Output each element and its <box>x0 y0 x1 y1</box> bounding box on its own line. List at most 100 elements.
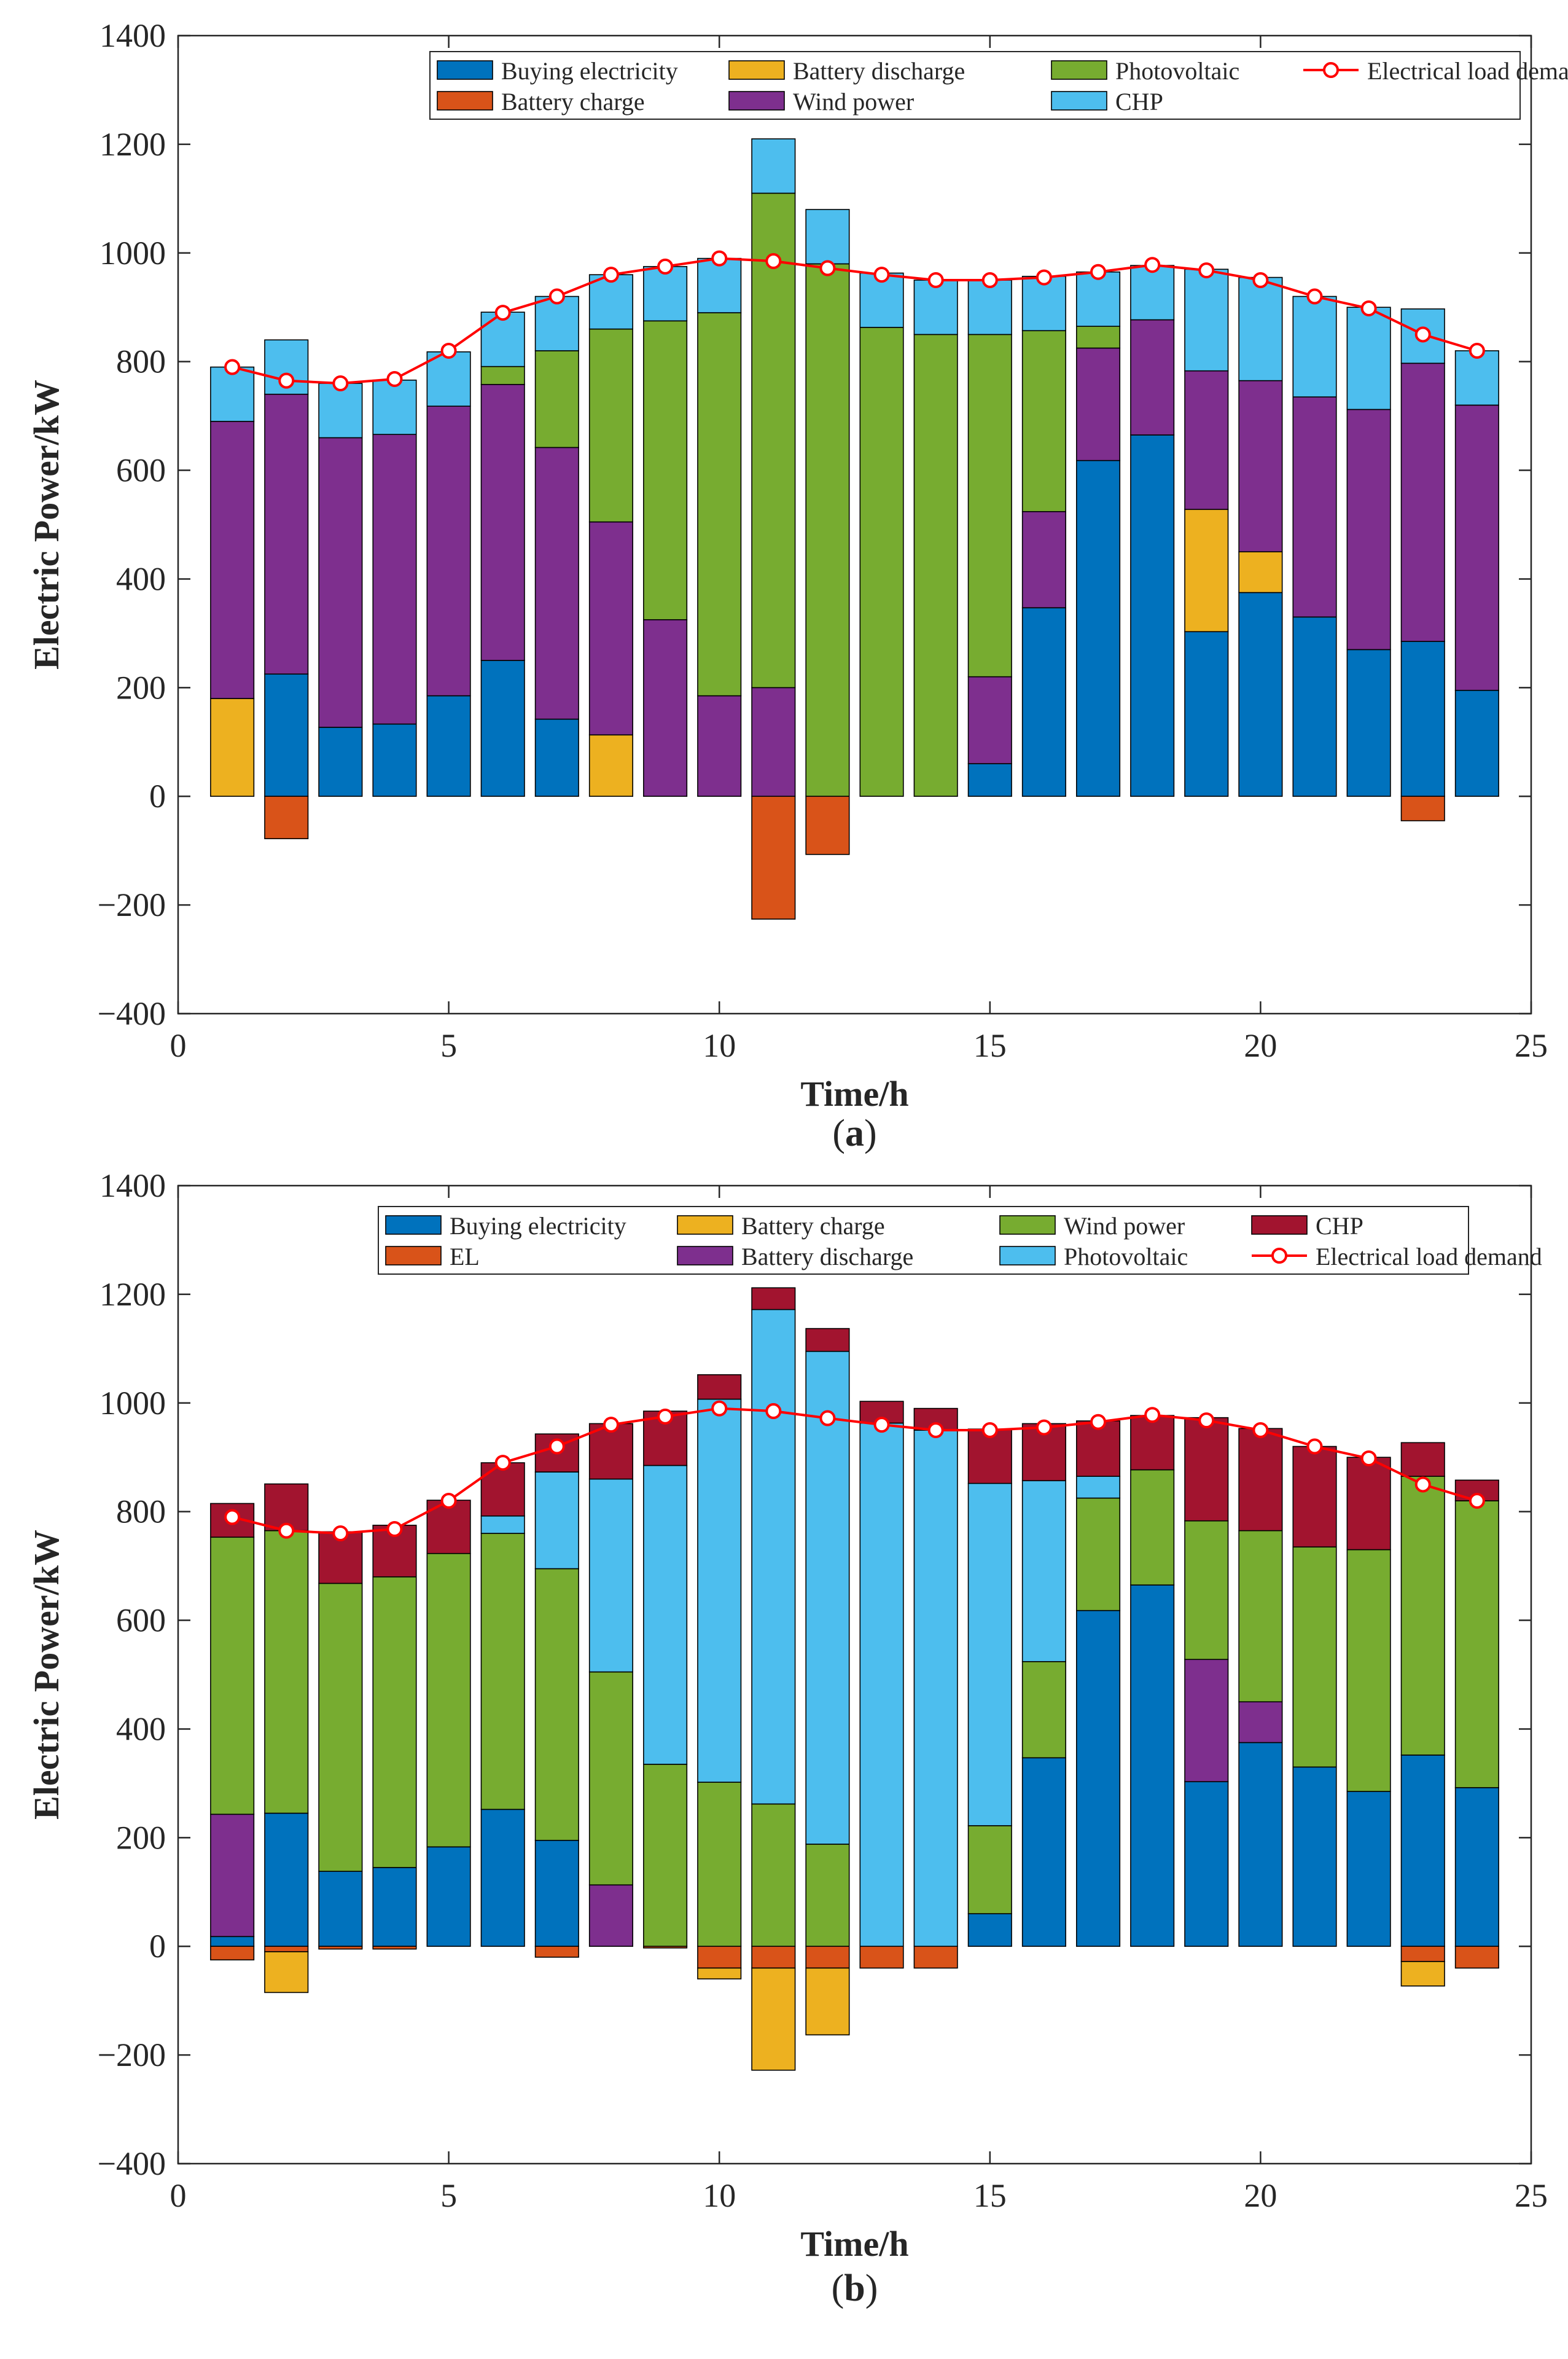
bar-buying-electricity-h7 <box>534 718 579 797</box>
load-demand-point-h18 <box>1144 257 1161 273</box>
panel-label-letter: b <box>844 2267 865 2309</box>
bar-wind-power-h1 <box>210 421 255 699</box>
bar-chp-h23 <box>1400 1442 1445 1477</box>
bar-photovoltaic-h12 <box>805 263 850 797</box>
y-axis-label: Electric Power/kW <box>26 1530 66 1820</box>
bar-chp-h4 <box>372 379 417 435</box>
load-demand-point-h24 <box>1469 342 1485 359</box>
bar-battery-charge-h11 <box>751 796 796 920</box>
bar-buying-electricity-h6 <box>480 1809 525 1947</box>
load-demand-point-h19 <box>1198 1412 1215 1429</box>
load-demand-point-h15 <box>981 1422 998 1438</box>
legend-swatch-marker <box>1271 1248 1287 1264</box>
bar-el-h13 <box>859 1946 904 1969</box>
bar-chp-h22 <box>1346 1457 1391 1551</box>
load-demand-point-h14 <box>927 272 944 288</box>
bar-photovoltaic-h9 <box>643 1465 688 1765</box>
bar-wind-power-h7 <box>534 447 579 720</box>
bar-photovoltaic-h13 <box>859 327 904 797</box>
bar-buying-electricity-h4 <box>372 723 417 797</box>
bar-battery-discharge-h19 <box>1184 509 1229 633</box>
bar-battery-discharge-h1 <box>210 698 255 797</box>
legend-item-wind-power: Wind power <box>728 88 914 115</box>
x-axis-label: Time/h <box>800 2224 908 2264</box>
y-tick-label: −200 <box>98 886 166 923</box>
bar-wind-power-h22 <box>1346 1549 1391 1792</box>
load-demand-point-h13 <box>873 267 890 283</box>
bar-wind-power-h11 <box>751 1803 796 1947</box>
bar-photovoltaic-h6 <box>480 1515 525 1534</box>
legend-item-photovoltaic: Photovoltaic <box>999 1243 1188 1270</box>
legend-label: Electrical load demand <box>1367 57 1568 85</box>
bar-wind-power-h7 <box>534 1568 579 1841</box>
load-demand-point-h5 <box>440 342 457 359</box>
load-demand-point-h9 <box>657 1408 674 1425</box>
bar-el-h11 <box>751 1946 796 1969</box>
y-tick-label: −400 <box>98 2145 166 2182</box>
bar-wind-power-h2 <box>264 1530 309 1814</box>
bar-wind-power-h15 <box>967 1825 1012 1914</box>
bar-photovoltaic-h6 <box>480 366 525 385</box>
x-tick-label: 25 <box>1515 1027 1548 1064</box>
bar-battery-charge-h12 <box>805 796 850 855</box>
bar-buying-electricity-h15 <box>967 763 1012 797</box>
bar-chp-h11 <box>751 1287 796 1310</box>
panel-label-close: ) <box>864 1113 877 1154</box>
load-demand-point-h21 <box>1306 1438 1323 1455</box>
legend-swatch <box>437 60 493 80</box>
load-demand-point-h6 <box>494 305 511 321</box>
legend-label: CHP <box>1115 88 1163 115</box>
legend-swatch <box>385 1215 442 1235</box>
bar-photovoltaic-h11 <box>751 1309 796 1805</box>
bar-battery-discharge-h20 <box>1238 1701 1283 1743</box>
legend-item-battery-charge: Battery charge <box>677 1212 885 1240</box>
x-tick-label: 5 <box>440 1027 457 1064</box>
load-demand-point-h2 <box>278 1522 295 1539</box>
bar-battery-charge-h12 <box>805 1967 850 2036</box>
bar-photovoltaic-h10 <box>697 1398 742 1783</box>
bar-chp-h22 <box>1346 307 1391 410</box>
x-tick-label: 0 <box>170 2177 187 2214</box>
bar-battery-charge-h23 <box>1400 1961 1445 1987</box>
y-axis-label: Electric Power/kW <box>26 380 66 670</box>
legend-label: Battery discharge <box>793 57 965 85</box>
bar-el-h1 <box>210 1946 255 1961</box>
bar-chp-h15 <box>967 280 1012 335</box>
load-demand-point-h16 <box>1036 1419 1052 1436</box>
bar-wind-power-h5 <box>426 405 471 697</box>
legend-box <box>429 51 1521 120</box>
bar-battery-discharge-h19 <box>1184 1659 1229 1783</box>
legend-swatch <box>1051 60 1107 80</box>
x-tick-label: 10 <box>703 1027 736 1064</box>
bar-wind-power-h21 <box>1292 396 1337 618</box>
bar-battery-charge-h10 <box>697 1967 742 1980</box>
load-demand-point-h22 <box>1360 300 1377 316</box>
bar-buying-electricity-h18 <box>1130 434 1175 797</box>
y-tick-label: 200 <box>116 1819 166 1856</box>
bar-photovoltaic-h10 <box>697 312 742 697</box>
bar-buying-electricity-h3 <box>318 727 363 797</box>
load-demand-point-h14 <box>927 1422 944 1438</box>
bar-buying-electricity-h2 <box>264 673 309 797</box>
y-tick-label: 1200 <box>99 126 166 163</box>
load-demand-point-h12 <box>819 260 836 276</box>
bar-photovoltaic-h15 <box>967 1482 1012 1826</box>
bar-wind-power-h17 <box>1075 1497 1121 1611</box>
legend-label: Battery discharge <box>741 1243 913 1270</box>
bar-photovoltaic-h8 <box>588 1478 634 1673</box>
load-demand-point-h17 <box>1090 1414 1107 1430</box>
bar-buying-electricity-h23 <box>1400 641 1445 797</box>
legend-swatch <box>1051 91 1107 111</box>
bar-wind-power-h23 <box>1400 362 1445 642</box>
bar-wind-power-h1 <box>210 1536 255 1815</box>
bar-wind-power-h3 <box>318 437 363 728</box>
legend-label: Buying electricity <box>501 57 678 85</box>
legend-swatch <box>728 60 785 80</box>
bar-wind-power-h24 <box>1454 404 1499 691</box>
bar-chp-h19 <box>1184 1417 1229 1522</box>
load-demand-line <box>232 257 1478 385</box>
bar-chp-h21 <box>1292 1446 1337 1547</box>
legend-label: Buying electricity <box>450 1212 626 1240</box>
load-demand-point-h24 <box>1469 1492 1485 1509</box>
bar-buying-electricity-h3 <box>318 1871 363 1947</box>
